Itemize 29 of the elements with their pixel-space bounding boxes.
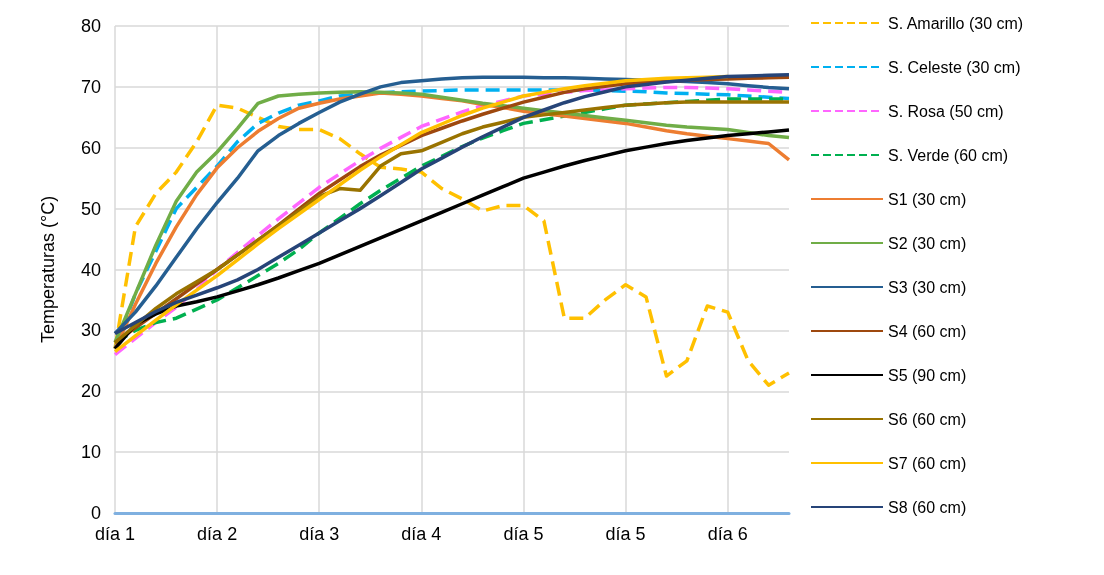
- y-tick-label: 20: [80, 381, 101, 402]
- legend-label: S. Amarillo (30 cm): [888, 14, 1024, 32]
- y-tick-label: 70: [80, 76, 101, 97]
- legend-label: S7 (60 cm): [888, 454, 967, 472]
- legend-label: S8 (60 cm): [888, 498, 967, 516]
- legend-label: S. Rosa (50 cm): [888, 102, 1004, 120]
- legend-label: S6 (60 cm): [888, 410, 967, 428]
- legend-label: S4 (60 cm): [888, 322, 967, 340]
- x-tick-label: día 5: [503, 524, 544, 544]
- y-tick-label: 60: [80, 137, 101, 158]
- x-tick-label: día 1: [94, 524, 136, 544]
- y-axis-title: Temperaturas (°C): [38, 195, 58, 344]
- legend-label: S. Celeste (30 cm): [888, 58, 1021, 76]
- legend-label: S. Verde (60 cm): [888, 146, 1009, 164]
- y-tick-label: 10: [80, 442, 101, 463]
- y-tick-label: 40: [80, 259, 101, 280]
- legend-label: S1 (30 cm): [888, 190, 967, 208]
- y-tick-label: 0: [90, 503, 101, 523]
- legend-label: S2 (30 cm): [888, 234, 967, 252]
- y-tick-label: 50: [80, 198, 101, 219]
- x-tick-label: día 6: [707, 524, 748, 544]
- x-tick-label: día 4: [401, 524, 442, 544]
- legend-label: S3 (30 cm): [888, 278, 967, 296]
- y-tick-label: 30: [80, 320, 101, 341]
- x-tick-label: día 5: [605, 524, 646, 544]
- legend-label: S5 (90 cm): [888, 366, 967, 384]
- y-tick-label: 80: [80, 16, 101, 36]
- x-tick-label: día 3: [299, 524, 340, 544]
- x-tick-label: día 2: [197, 524, 238, 544]
